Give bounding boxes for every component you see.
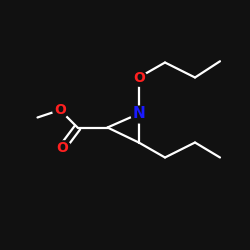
Text: O: O — [56, 140, 68, 154]
Text: O: O — [133, 70, 145, 85]
Text: O: O — [54, 103, 66, 117]
Text: N: N — [132, 106, 145, 121]
